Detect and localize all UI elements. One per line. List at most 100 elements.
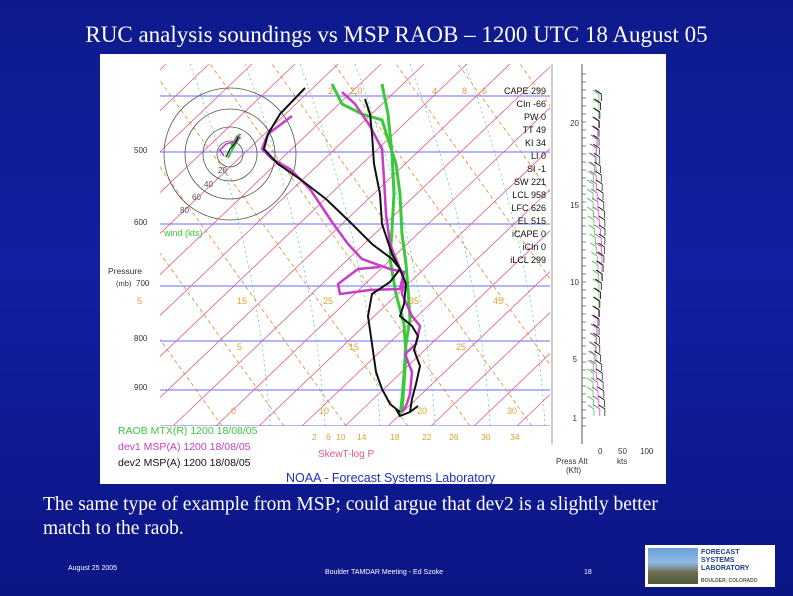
stat-icin: iCIn 0 <box>522 242 546 252</box>
wind-barb <box>593 332 600 338</box>
alt-label-5: 5 <box>573 355 578 364</box>
moist-adiabat-line <box>354 63 436 427</box>
mixratio-label-5: 6 <box>482 86 487 96</box>
temp-label-2: 15 <box>237 296 247 306</box>
wind-barb <box>589 152 597 158</box>
mixratio-label-3: 4 <box>432 86 437 96</box>
footer-page: 18 <box>584 569 592 576</box>
isotherm-line <box>100 63 382 333</box>
pressure-600: 600 <box>134 218 148 227</box>
wind-barb <box>597 197 605 203</box>
temp-label-5: 45 <box>493 296 503 306</box>
logo-line-3: LABORATORY <box>701 565 750 572</box>
wind-barb <box>595 359 602 365</box>
frame-mask-bottom <box>100 426 666 484</box>
dev2-temp-line <box>364 98 422 413</box>
wind-barb <box>595 89 602 95</box>
stat-ilcl: iLCL 299 <box>510 255 546 265</box>
wind-barb <box>591 314 599 320</box>
soundings <box>260 83 422 418</box>
legend-dev2: dev2 MSP(A) 1200 18/08/05 <box>118 457 251 469</box>
wind-barb <box>590 323 598 329</box>
moist-adiabat-line <box>409 63 491 427</box>
temp-label-1: 5 <box>137 296 142 306</box>
wind-barb <box>592 98 600 104</box>
wind-barb <box>595 251 603 257</box>
bottom-label-5: 18 <box>390 432 400 442</box>
wind-barb <box>593 152 600 158</box>
wind-barb <box>596 188 604 194</box>
kts-label-0: 0 <box>598 447 603 456</box>
wind-barb <box>589 233 596 239</box>
dry-adiabat-line <box>147 63 409 427</box>
bottom-label-1: 2 <box>312 432 317 442</box>
alt-title-2: (Kft) <box>566 466 581 475</box>
wind-barb <box>588 152 596 158</box>
dry-adiabat-line <box>333 63 595 427</box>
wind-barb <box>595 260 603 266</box>
wind-barb <box>594 287 601 293</box>
wind-barb <box>587 359 594 365</box>
mixratio-label-1: 2 <box>328 86 333 96</box>
wind-barb <box>591 125 599 131</box>
bottom-label-7: 26 <box>449 432 459 442</box>
wind-barb <box>590 377 598 383</box>
stat-ki: KI 34 <box>525 138 546 148</box>
bottom-label-8: 30 <box>481 432 491 442</box>
wind-barb <box>590 332 597 338</box>
wind-barb <box>592 269 599 275</box>
wind-barb <box>598 215 606 221</box>
wind-barb <box>598 395 605 401</box>
wind-barb <box>594 161 601 167</box>
pressure-700: 700 <box>136 279 150 288</box>
wind-barb <box>588 350 595 356</box>
alt-label-20: 20 <box>570 119 579 128</box>
pressure-title: Pressure <box>108 266 142 276</box>
wind-barb <box>591 260 599 266</box>
wind-barb <box>588 341 596 347</box>
wind-barb <box>586 386 594 392</box>
footer-event: Boulder TAMDAR Meeting - Ed Szoke <box>325 569 444 576</box>
stat-li: LI 0 <box>531 151 546 161</box>
altitude-panel: 20 15 10 5 1 0 50 100 Press Alt (Kft) kt… <box>551 64 654 475</box>
isotherm-line <box>100 63 253 210</box>
alt-label-10: 10 <box>570 278 579 287</box>
wind-barb <box>597 251 605 257</box>
noaa-label: NOAA - Forecast Systems Laboratory <box>286 471 496 484</box>
stat-lfc: LFC 626 <box>511 203 546 213</box>
wind-barb <box>592 323 600 329</box>
temp-label-8: 25 <box>456 342 466 352</box>
logo-line-4: BOULDER, COLORADO <box>701 578 758 584</box>
temp-label-12: 30 <box>507 406 517 416</box>
wind-barb <box>592 107 600 113</box>
wind-barb <box>593 143 600 149</box>
hodo-ring-80: 80 <box>180 206 189 215</box>
wind-barb <box>592 89 600 95</box>
wind-barb <box>598 224 606 230</box>
temp-label-7: 15 <box>349 342 359 352</box>
mixratio-label-4: 8 <box>462 86 467 96</box>
wind-barb <box>594 98 601 104</box>
stat-cin: CIn -66 <box>516 99 546 109</box>
isotherm-line <box>129 63 511 427</box>
wind-barb <box>591 197 599 203</box>
fsl-logo: FORECAST SYSTEMS LABORATORY BOULDER, COL… <box>645 545 775 587</box>
wind-barb <box>597 386 605 392</box>
hodo-ring-20: 20 <box>218 166 227 175</box>
skewt-diagram: 20 40 60 80 wind (kts) Pressure (mb) 500… <box>100 54 666 484</box>
wind-barb <box>592 206 600 212</box>
wind-barb <box>593 116 600 122</box>
wind-barb <box>595 233 602 239</box>
frame-mask-right <box>550 54 666 484</box>
raob-dewpoint-line <box>380 83 408 413</box>
hodograph: 20 40 60 80 wind (kts) <box>163 87 297 238</box>
wind-barb <box>595 242 602 248</box>
wind-barb <box>595 278 602 284</box>
wind-barb <box>592 287 600 293</box>
stat-cape: CAPE 299 <box>504 86 546 96</box>
dry-adiabat-line <box>209 63 471 427</box>
stat-si: SI -1 <box>527 164 546 174</box>
pressure-900: 900 <box>134 383 148 392</box>
legend: RAOB MTX(R) 1200 18/08/05 dev1 MSP(A) 12… <box>118 425 258 469</box>
footer-date: August 25 2005 <box>68 565 118 572</box>
